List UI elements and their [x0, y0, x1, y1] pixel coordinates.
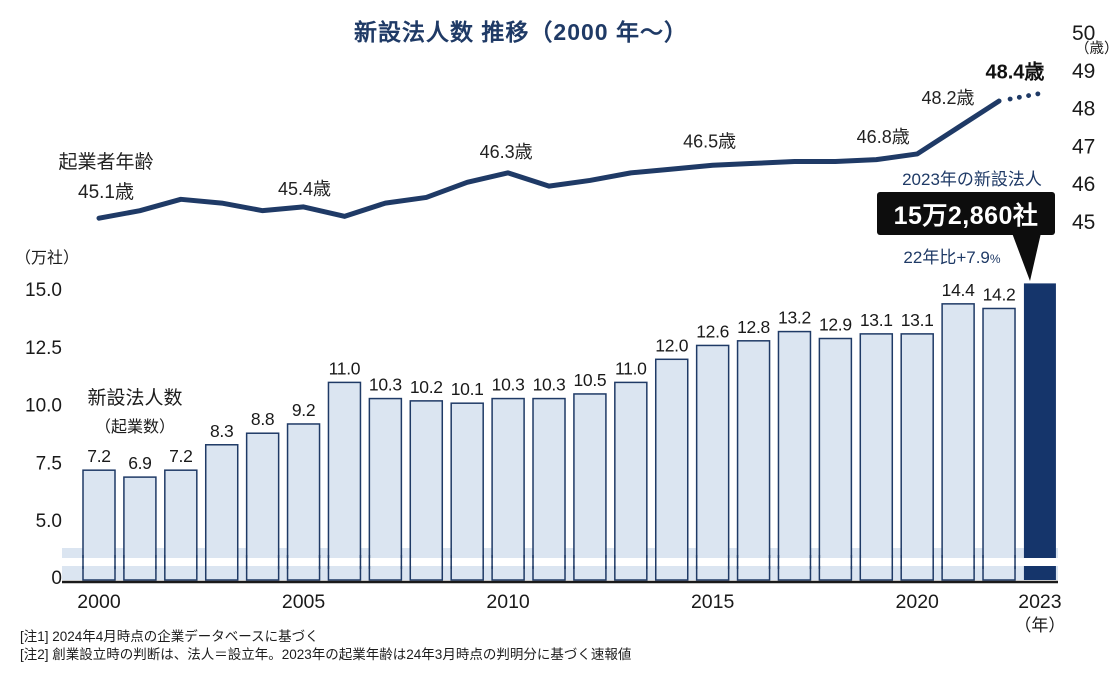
bar [491, 397, 525, 581]
y-axis-right-tick: 46 [1072, 173, 1095, 196]
chart-title: 新設法人数 推移（2000 年～） [354, 19, 688, 45]
age-annotation: 46.5歳 [683, 131, 736, 151]
footnote-1: [注1] 2024年4月時点の企業データベースに基づく [20, 629, 319, 644]
bar-value-label: 14.4 [942, 280, 975, 300]
bar [614, 381, 648, 581]
bar-value-label: 14.2 [983, 284, 1016, 304]
bar [368, 397, 403, 581]
y-axis-right-tick: 48 [1072, 98, 1095, 121]
x-axis-tick: 2023 [1018, 591, 1061, 613]
footnote-2: [注2] 創業設立時の判断は、法人＝設立年。2023年の起業年齢は24年3月時点… [20, 647, 632, 663]
bar-value-label: 7.2 [87, 446, 110, 466]
bar-highlight-2023 [1023, 283, 1056, 580]
y-axis-right-tick: 50 [1072, 22, 1095, 45]
bar-value-label: 13.2 [778, 308, 811, 328]
bar-value-label: 11.0 [615, 358, 647, 378]
y-axis-left-tick: 15.0 [25, 280, 62, 301]
bar-series-label: 新設法人数 （起業数） [60, 383, 210, 437]
x-axis-tick: 2000 [77, 591, 121, 613]
bar-value-label: 8.3 [210, 421, 233, 441]
bar [941, 303, 975, 581]
bar [245, 432, 280, 581]
bar-value-label: 12.8 [737, 317, 770, 337]
bar [573, 393, 607, 581]
bar [695, 344, 730, 581]
bar [409, 400, 444, 581]
x-axis-unit: （年） [1014, 616, 1065, 635]
footnotes: [注1] 2024年4月時点の企業データベースに基づく [注2] 創業設立時の判… [20, 628, 1020, 665]
y-axis-left-tick: 12.5 [25, 338, 62, 359]
bar [286, 423, 321, 581]
x-axis-tick: 2015 [691, 591, 735, 613]
bar-value-label: 12.9 [819, 315, 852, 335]
bar [859, 333, 894, 581]
bar-value-label: 12.0 [655, 335, 688, 355]
bar-value-label: 10.3 [492, 375, 525, 395]
bar [450, 402, 484, 581]
callout-growth-text: 22年比+7.9 [903, 248, 990, 267]
axis-break-gap [60, 558, 1060, 566]
bar-value-label: 10.3 [369, 375, 402, 395]
y-axis-right-unit: （歳） [1075, 40, 1116, 57]
callout-value-box: 15万2,860社 [877, 192, 1055, 235]
bar-value-label: 10.3 [533, 375, 566, 395]
callout-pointer [1012, 233, 1041, 281]
bar-value-label: 10.2 [410, 377, 443, 397]
age-line-dotted [1007, 91, 1043, 102]
bar-series-name: 新設法人数 [87, 388, 183, 409]
age-annotation: 45.4歳 [278, 179, 331, 199]
x-axis-tick: 2020 [896, 591, 940, 613]
bar-value-label: 9.2 [292, 400, 315, 420]
callout-heading: 2023年の新設法人 [902, 170, 1042, 189]
line-series-label: 起業者年齢 45.1歳 [36, 153, 176, 202]
bar [327, 381, 362, 581]
bar [736, 340, 771, 581]
line-series-start-value: 45.1歳 [78, 182, 134, 203]
y-axis-right-tick: 45 [1072, 211, 1095, 234]
age-annotation: 48.4歳 [985, 59, 1044, 83]
bar [818, 337, 853, 581]
age-annotation: 48.2歳 [921, 88, 974, 108]
bar-value-label: 10.5 [573, 370, 606, 390]
bar-value-label: 6.9 [128, 453, 151, 473]
y-axis-right-tick: 49 [1072, 60, 1095, 83]
bar [532, 397, 566, 581]
callout-growth: 22年比+7.9% [877, 243, 1027, 268]
bar [982, 307, 1016, 581]
bar-value-label: 13.1 [860, 310, 893, 330]
y-axis-left-unit: （万社） [15, 249, 79, 267]
bar-value-label: 10.1 [451, 379, 484, 399]
bar-value-label: 13.1 [901, 310, 934, 330]
age-annotation: 46.3歳 [480, 142, 533, 162]
y-axis-left-tick: 5.0 [36, 511, 62, 532]
bar [654, 358, 689, 581]
bar-value-label: 7.2 [169, 446, 192, 466]
bar [900, 333, 934, 581]
bar-series-subname: （起業数） [94, 419, 175, 436]
callout-growth-unit: % [989, 252, 1001, 266]
callout-value: 15万2,860社 [893, 201, 1039, 230]
y-axis-right-tick: 47 [1072, 135, 1095, 158]
age-line [96, 98, 1002, 221]
age-annotation: 46.8歳 [857, 127, 910, 147]
y-axis-left-tick: 7.5 [36, 453, 62, 474]
bar-value-label: 11.0 [329, 358, 361, 378]
line-series-name: 起業者年齢 [58, 152, 154, 173]
bar [204, 444, 239, 581]
y-axis-left-tick: 10.0 [25, 396, 62, 417]
bar [777, 330, 812, 581]
x-axis-tick: 2005 [282, 591, 326, 613]
x-axis-tick: 2010 [486, 591, 530, 613]
y-axis-left-tick: 0 [51, 568, 62, 589]
bar-value-label: 8.8 [251, 409, 274, 429]
bar-value-label: 12.6 [696, 321, 729, 341]
